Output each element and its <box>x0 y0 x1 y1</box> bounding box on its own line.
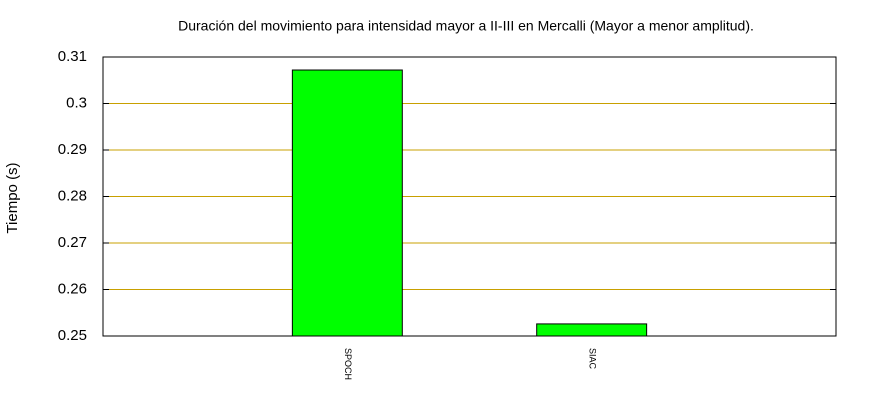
y-tick-label: 0.25 <box>58 327 87 344</box>
x-tick-label: SPOCH <box>343 348 353 380</box>
bar <box>536 323 648 337</box>
chart-title: Duración del movimiento para intensidad … <box>178 18 754 34</box>
y-tick-label: 0.27 <box>58 234 87 251</box>
y-tick-label: 0.28 <box>58 187 87 204</box>
plot-border <box>102 56 837 337</box>
y-tick-label: 0.26 <box>58 280 87 297</box>
y-axis-label: Tiempo (s) <box>4 162 21 233</box>
x-tick-label: SIAC <box>587 348 597 370</box>
y-tick-label: 0.31 <box>58 48 87 65</box>
y-tick-label: 0.3 <box>66 94 87 111</box>
y-tick-label: 0.29 <box>58 141 87 158</box>
bar <box>291 69 403 337</box>
